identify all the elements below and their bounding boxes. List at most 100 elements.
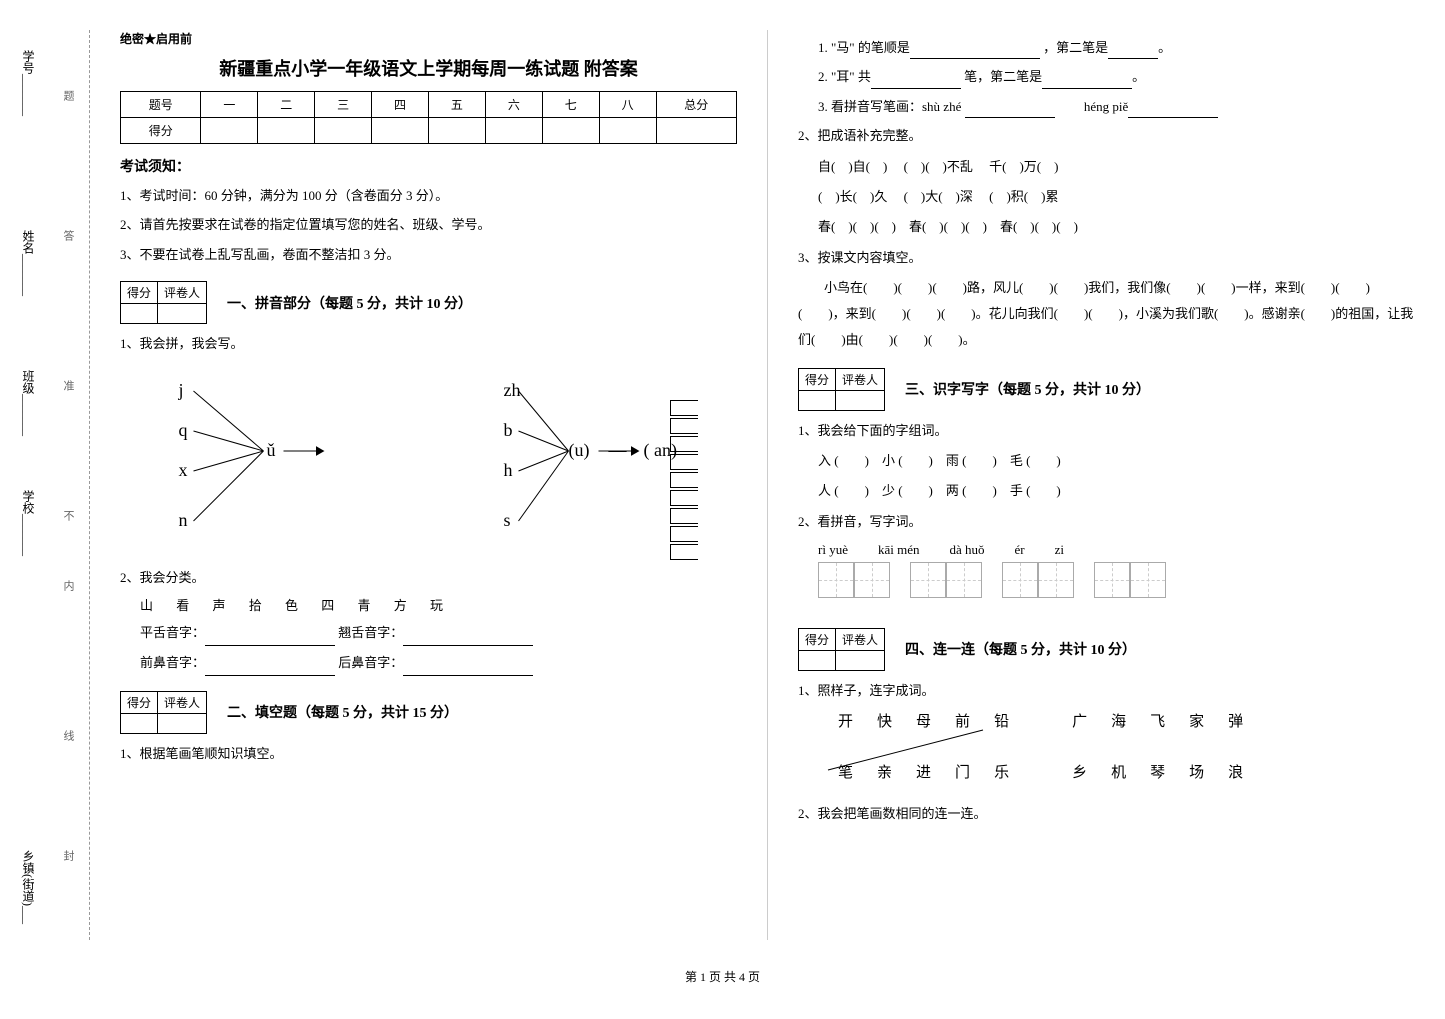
exam-title: 新疆重点小学一年级语文上学期每周一练试题 附答案	[120, 55, 737, 81]
tianzige-row	[818, 562, 1415, 598]
notice-item: 3、不要在试卷上乱写乱画，卷面不整洁扣 3 分。	[120, 243, 737, 266]
question-text: 2、把成语补充完整。	[798, 124, 1415, 147]
question-text: 2、看拼音，写字词。	[798, 510, 1415, 533]
table-header: 四	[372, 92, 429, 118]
notice-item: 1、考试时间：60 分钟，满分为 100 分（含卷面分 3 分）。	[120, 184, 737, 207]
table-cell: 得分	[799, 628, 836, 650]
table-cell: 得分	[121, 691, 158, 713]
table-header: 七	[542, 92, 599, 118]
question-text: 1、根据笔画笔顺知识填空。	[120, 742, 737, 765]
left-column: 绝密★启用前 新疆重点小学一年级语文上学期每周一练试题 附答案 题号 一 二 三…	[90, 30, 768, 940]
table-cell	[158, 304, 207, 324]
section-title: 三、识字写字（每题 5 分，共计 10 分）	[905, 379, 1150, 399]
fill-line: 1. "马" 的笔顺是 ，第二笔是。	[818, 36, 1415, 59]
section-title: 二、填空题（每题 5 分，共计 15 分）	[227, 702, 458, 722]
diagram-label: s	[504, 510, 511, 530]
binding-label: 学号_______	[20, 50, 37, 116]
diagram-label: —	[608, 440, 628, 460]
fill-line: 平舌音字： 翘舌音字：	[140, 620, 737, 646]
table-cell	[799, 650, 836, 670]
diagram-label: n	[179, 510, 188, 530]
dotted-text: 内	[60, 580, 76, 599]
binding-label: 姓名_______	[20, 230, 37, 296]
table-header: 题号	[121, 92, 201, 118]
table-cell	[201, 118, 258, 144]
question-text: 1、我会拼，我会写。	[120, 332, 737, 355]
score-mini-table: 得分评卷人	[798, 368, 885, 411]
dotted-text: 准	[60, 380, 76, 399]
table-header: 总分	[656, 92, 736, 118]
table-cell: 评卷人	[158, 691, 207, 713]
pinyin-diagram: j q x n ǔ zh b h s (u) — ( an)	[120, 366, 737, 556]
diagram-label: q	[179, 420, 188, 440]
dotted-text: 封	[60, 850, 76, 869]
diagram-label: ǔ	[267, 440, 276, 460]
question-text: 2、我会把笔画数相同的连一连。	[798, 802, 1415, 825]
notice-heading: 考试须知：	[120, 156, 737, 176]
dotted-text: 题	[60, 90, 76, 109]
table-header: 八	[599, 92, 656, 118]
cut-marks	[670, 400, 698, 560]
section-title: 一、拼音部分（每题 5 分，共计 10 分）	[227, 293, 472, 313]
diagram-label: x	[179, 460, 188, 480]
table-cell	[428, 118, 485, 144]
score-mini-table: 得分评卷人	[798, 628, 885, 671]
diagram-label: (u)	[569, 440, 590, 461]
table-cell	[542, 118, 599, 144]
table-cell	[656, 118, 736, 144]
table-cell	[121, 713, 158, 733]
idiom-line: 春( )( )( ) 春( )( )( ) 春( )( )( )	[818, 214, 1415, 240]
text-fill: 小鸟在( )( )( )路，风儿( )( )我们，我们像( )( )一样，来到(…	[798, 275, 1415, 353]
section-title: 四、连一连（每题 5 分，共计 10 分）	[905, 639, 1136, 659]
table-cell: 得分	[121, 282, 158, 304]
binding-label: 乡镇(街道)___	[20, 850, 37, 924]
page-footer: 第 1 页 共 4 页	[0, 960, 1445, 985]
notice-item: 2、请首先按要求在试卷的指定位置填写您的姓名、班级、学号。	[120, 213, 737, 236]
question-text: 3、按课文内容填空。	[798, 246, 1415, 269]
diagram-label: h	[504, 460, 513, 480]
table-cell	[599, 118, 656, 144]
fill-line: 前鼻音字： 后鼻音字：	[140, 650, 737, 676]
table-cell	[836, 650, 885, 670]
idiom-line: ( )长( )久 ( )大( )深 ( )积( )累	[818, 184, 1415, 210]
word-row: 入 ( ) 小 ( ) 雨 ( ) 毛 ( )	[818, 448, 1415, 474]
char-list: 山 看 声 拾 色 四 青 方 玩	[140, 595, 737, 614]
table-cell	[315, 118, 372, 144]
diagram-label: b	[504, 420, 513, 440]
table-cell: 评卷人	[836, 628, 885, 650]
fill-line: 2. "耳" 共 笔，第二笔是。	[818, 65, 1415, 88]
table-cell: 得分	[799, 368, 836, 390]
table-cell: 评卷人	[836, 368, 885, 390]
question-text: 2、我会分类。	[120, 566, 737, 589]
table-header: 二	[258, 92, 315, 118]
dotted-text: 线	[60, 730, 76, 749]
table-cell	[836, 390, 885, 410]
question-text: 1、我会给下面的字组词。	[798, 419, 1415, 442]
score-mini-table: 得分评卷人	[120, 281, 207, 324]
table-cell	[372, 118, 429, 144]
dotted-text: 答	[60, 230, 76, 249]
table-cell	[258, 118, 315, 144]
diagram-label: zh	[504, 380, 521, 400]
right-column: 1. "马" 的笔顺是 ，第二笔是。 2. "耳" 共 笔，第二笔是。 3. 看…	[768, 30, 1445, 940]
table-header: 三	[315, 92, 372, 118]
score-mini-table: 得分评卷人	[120, 691, 207, 734]
word-row: 人 ( ) 少 ( ) 两 ( ) 手 ( )	[818, 478, 1415, 504]
binding-label: 班级_______	[20, 370, 37, 436]
dotted-text: 不	[60, 510, 76, 529]
table-header: 一	[201, 92, 258, 118]
table-cell	[799, 390, 836, 410]
binding-label: 学校_______	[20, 490, 37, 556]
question-text: 1、照样子，连字成词。	[798, 679, 1415, 702]
table-header: 六	[485, 92, 542, 118]
table-header: 五	[428, 92, 485, 118]
table-cell	[121, 304, 158, 324]
match-diagram: 开快母前铅 广海飞家弹 笔亲进门乐 乡机琴场浪	[818, 710, 1415, 782]
diagram-label: j	[178, 380, 184, 400]
table-cell	[158, 713, 207, 733]
idiom-line: 自( )自( ) ( )( )不乱 千( )万( )	[818, 154, 1415, 180]
table-cell: 评卷人	[158, 282, 207, 304]
binding-margin: 学号_______ 姓名_______ 班级_______ 学校_______ …	[0, 30, 90, 940]
table-cell	[485, 118, 542, 144]
score-table: 题号 一 二 三 四 五 六 七 八 总分 得分	[120, 91, 737, 144]
